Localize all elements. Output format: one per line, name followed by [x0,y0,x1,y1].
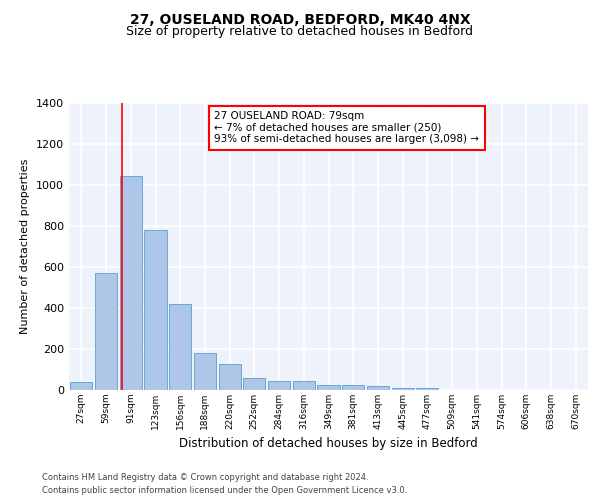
Text: 27 OUSELAND ROAD: 79sqm
← 7% of detached houses are smaller (250)
93% of semi-de: 27 OUSELAND ROAD: 79sqm ← 7% of detached… [214,111,479,144]
Text: Contains public sector information licensed under the Open Government Licence v3: Contains public sector information licen… [42,486,407,495]
Bar [145,230,167,390]
Bar [317,385,340,390]
Y-axis label: Number of detached properties: Number of detached properties [20,158,31,334]
Bar [392,388,414,390]
Bar [243,378,265,390]
Text: Size of property relative to detached houses in Bedford: Size of property relative to detached ho… [127,25,473,38]
Bar [169,304,191,390]
Bar [119,176,142,390]
Text: 27, OUSELAND ROAD, BEDFORD, MK40 4NX: 27, OUSELAND ROAD, BEDFORD, MK40 4NX [130,12,470,26]
Bar [194,353,216,390]
Text: Contains HM Land Registry data © Crown copyright and database right 2024.: Contains HM Land Registry data © Crown c… [42,472,368,482]
X-axis label: Distribution of detached houses by size in Bedford: Distribution of detached houses by size … [179,438,478,450]
Bar [416,388,439,390]
Bar [342,386,364,390]
Bar [293,382,315,390]
Bar [95,273,117,390]
Bar [367,386,389,390]
Bar [70,382,92,390]
Bar [268,381,290,390]
Bar [218,364,241,390]
